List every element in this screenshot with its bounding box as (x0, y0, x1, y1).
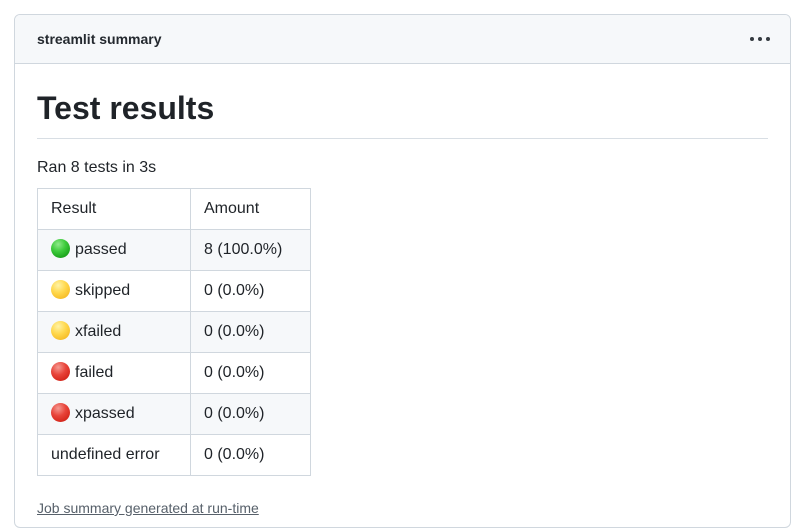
amount-cell: 0 (0.0%) (190, 393, 311, 435)
amount-cell: 8 (100.0%) (190, 229, 311, 271)
kebab-horizontal-icon (750, 37, 770, 41)
summary-title: streamlit summary (37, 31, 162, 47)
red-circle-icon (51, 403, 70, 422)
page-title: Test results (37, 88, 768, 139)
yellow-circle-icon (51, 321, 70, 340)
column-header-result: Result (37, 188, 191, 230)
table-row: xpassed 0 (0.0%) (37, 393, 311, 435)
job-summary-card: streamlit summary Test results Ran 8 tes… (14, 14, 791, 528)
status-cell: skipped (37, 270, 191, 312)
status-label: undefined error (51, 446, 160, 463)
summary-footer: Job summary generated at run-time (37, 500, 768, 518)
table-row: undefined error 0 (0.0%) (37, 434, 311, 476)
green-circle-icon (51, 239, 70, 258)
amount-cell: 0 (0.0%) (190, 270, 311, 312)
table-row: xfailed 0 (0.0%) (37, 311, 311, 353)
status-label: passed (75, 241, 127, 258)
status-cell: passed (37, 229, 191, 271)
red-circle-icon (51, 362, 70, 381)
summary-card-body: Test results Ran 8 tests in 3s Result Am… (15, 64, 790, 527)
amount-cell: 0 (0.0%) (190, 311, 311, 353)
table-row: skipped 0 (0.0%) (37, 270, 311, 312)
summary-menu-button[interactable] (746, 31, 774, 47)
table-row: passed 8 (100.0%) (37, 229, 311, 271)
status-cell: failed (37, 352, 191, 394)
amount-cell: 0 (0.0%) (190, 352, 311, 394)
test-count-line: Ran 8 tests in 3s (37, 159, 157, 176)
yellow-circle-icon (51, 280, 70, 299)
status-cell: undefined error (37, 434, 191, 476)
status-label: xfailed (75, 323, 122, 340)
status-label: xpassed (75, 405, 135, 422)
status-cell: xfailed (37, 311, 191, 353)
status-label: failed (75, 364, 114, 381)
job-summary-generated-link[interactable]: Job summary generated at run-time (37, 500, 259, 516)
amount-cell: 0 (0.0%) (190, 434, 311, 476)
test-results-table: Result Amount passed 8 (100.0%) skipped … (37, 188, 311, 476)
status-label: skipped (75, 282, 131, 299)
status-cell: xpassed (37, 393, 191, 435)
table-header-row: Result Amount (37, 188, 311, 230)
column-header-amount: Amount (190, 188, 311, 230)
summary-card-header: streamlit summary (15, 15, 790, 64)
table-row: failed 0 (0.0%) (37, 352, 311, 394)
